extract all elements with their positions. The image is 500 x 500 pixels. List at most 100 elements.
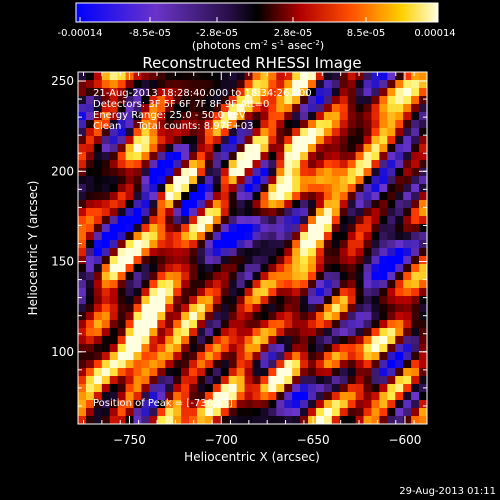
- heatmap-cell: [403, 328, 412, 337]
- heatmap-cell: [78, 152, 87, 161]
- heatmap-cell: [347, 344, 357, 353]
- heatmap-cell: [315, 128, 325, 137]
- heatmap-cell: [403, 136, 412, 145]
- heatmap-cell: [284, 88, 293, 97]
- heatmap-cell: [276, 152, 285, 161]
- heatmap-cell: [189, 80, 198, 89]
- heatmap-cell: [78, 336, 87, 345]
- annotation-detectors: Detectors: 3F 5F 6F 7F 8F 9F Att=0: [93, 99, 269, 110]
- heatmap-cell: [165, 88, 174, 97]
- heatmap-cell: [165, 232, 174, 241]
- heatmap-cell: [323, 200, 333, 209]
- heatmap-cell: [228, 208, 238, 217]
- heatmap-cell: [101, 168, 111, 177]
- heatmap-cell: [308, 120, 317, 129]
- heatmap-cell: [212, 88, 222, 97]
- heatmap-cell: [133, 408, 143, 417]
- heatmap-cell: [363, 272, 373, 281]
- heatmap-cell: [244, 224, 254, 233]
- heatmap-cell: [403, 400, 412, 409]
- heatmap-cell: [308, 264, 317, 273]
- heatmap-cell: [165, 72, 174, 81]
- heatmap-cell: [157, 344, 166, 353]
- heatmap-cell: [300, 376, 309, 385]
- heatmap-cell: [363, 304, 373, 313]
- heatmap-cell: [244, 272, 254, 281]
- heatmap-cell: [165, 176, 174, 185]
- heatmap-cell: [268, 400, 277, 409]
- heatmap-cell: [268, 216, 277, 225]
- heatmap-cell: [252, 304, 262, 313]
- heatmap-cell: [236, 136, 246, 145]
- heatmap-cell: [181, 360, 190, 369]
- heatmap-cell: [133, 248, 143, 257]
- heatmap-cell: [355, 72, 365, 81]
- heatmap-cell: [133, 200, 143, 209]
- heatmap-cell: [228, 232, 238, 241]
- heatmap-cell: [419, 304, 427, 313]
- heatmap-cell: [157, 352, 166, 361]
- heatmap-cell: [78, 168, 87, 177]
- heatmap-cell: [268, 352, 277, 361]
- heatmap-cell: [157, 216, 166, 225]
- heatmap-cell: [315, 288, 325, 297]
- annotation-peak-position: Position of Peak = [-736,65]: [93, 398, 233, 409]
- heatmap-cell: [244, 256, 254, 265]
- heatmap-cell: [300, 384, 309, 393]
- heatmap-cell: [411, 144, 420, 153]
- heatmap-cell: [371, 296, 381, 305]
- heatmap-cell: [196, 416, 206, 424]
- heatmap-cell: [125, 296, 135, 305]
- heatmap-cell: [101, 192, 111, 201]
- heatmap-cell: [387, 344, 396, 353]
- heatmap-cell: [379, 408, 388, 417]
- heatmap-cell: [109, 80, 119, 89]
- heatmap-cell: [331, 120, 341, 129]
- heatmap-cell: [411, 72, 420, 81]
- heatmap-cell: [379, 96, 388, 105]
- heatmap-cell: [363, 392, 373, 401]
- heatmap-cell: [157, 168, 166, 177]
- heatmap-cell: [260, 336, 269, 345]
- heatmap-cell: [276, 136, 285, 145]
- heatmap-cell: [78, 264, 87, 273]
- heatmap-cell: [85, 112, 95, 121]
- heatmap-cell: [323, 80, 333, 89]
- heatmap-cell: [315, 168, 325, 177]
- heatmap-cell: [411, 232, 420, 241]
- heatmap-cell: [181, 224, 190, 233]
- heatmap-cell: [220, 256, 230, 265]
- heatmap-cell: [355, 144, 365, 153]
- heatmap-cell: [355, 248, 365, 257]
- heatmap-cell: [260, 264, 269, 273]
- heatmap-cell: [149, 80, 158, 89]
- heatmap-cell: [133, 224, 143, 233]
- heatmap-cell: [260, 120, 269, 129]
- heatmap-cell: [149, 112, 158, 121]
- heatmap-cell: [331, 368, 341, 377]
- heatmap-cell: [189, 296, 198, 305]
- heatmap-cell: [93, 96, 103, 105]
- heatmap-cell: [268, 104, 277, 113]
- heatmap-cell: [347, 296, 357, 305]
- heatmap-cell: [212, 112, 222, 121]
- heatmap-cell: [220, 280, 230, 289]
- heatmap-cell: [268, 344, 277, 353]
- heatmap-cell: [308, 280, 317, 289]
- heatmap-cell: [252, 320, 262, 329]
- heatmap-cell: [403, 224, 412, 233]
- heatmap-cell: [419, 200, 427, 209]
- heatmap-cell: [228, 248, 238, 257]
- heatmap-cell: [260, 328, 269, 337]
- heatmap-cell: [228, 192, 238, 201]
- heatmap-cell: [419, 144, 427, 153]
- heatmap-cell: [308, 392, 317, 401]
- heatmap-cell: [292, 72, 301, 81]
- heatmap-cell: [212, 224, 222, 233]
- heatmap-cell: [212, 392, 222, 401]
- heatmap-cell: [85, 80, 95, 89]
- heatmap-cell: [292, 296, 301, 305]
- heatmap-cell: [236, 280, 246, 289]
- heatmap-cell: [133, 264, 143, 273]
- heatmap-cell: [93, 272, 103, 281]
